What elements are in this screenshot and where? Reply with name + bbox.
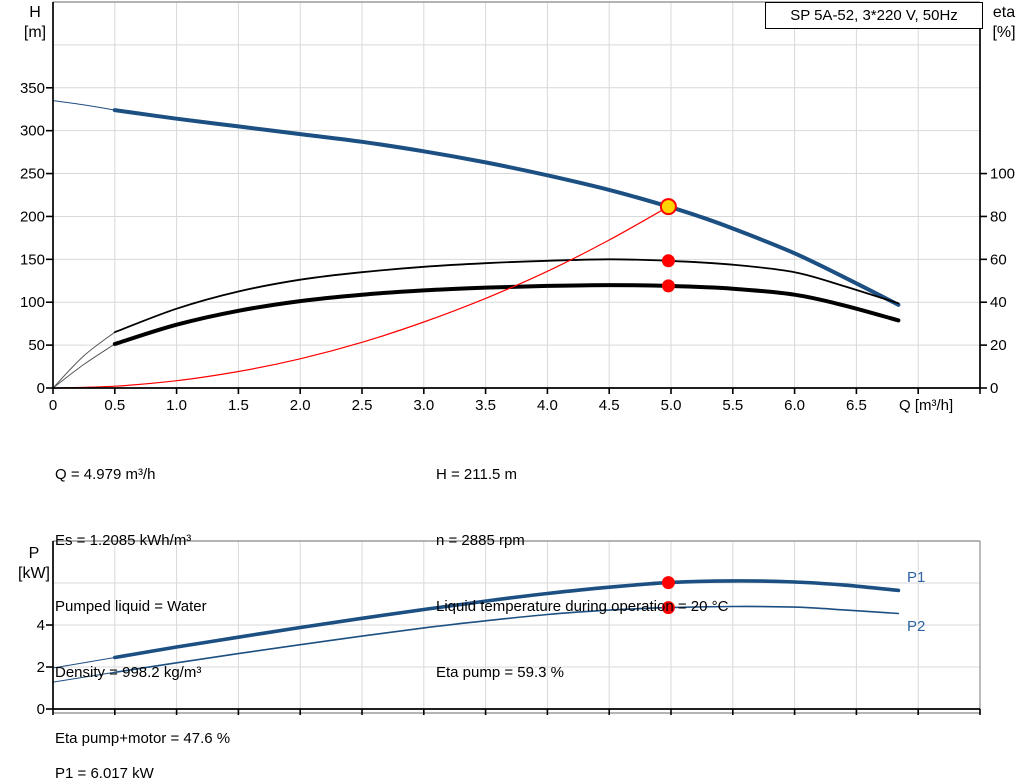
tick-label: 80 [990,208,1007,225]
series-eta pump [113,258,900,334]
stat-temperature: Liquid temperature during operation = 20… [436,598,729,615]
p-axis-title: P [kW] [18,545,50,582]
eta-pump-point-marker [661,254,675,268]
series-system curve [52,206,669,389]
duty-point-stats-left: Q = 4.979 m³/h Es = 1.2085 kWh/m³ Pumped… [55,420,230,781]
tick-label: 100 [20,294,45,311]
tick-label: 2 [37,659,45,676]
tick-label: 1.5 [228,397,249,414]
stat-q: Q = 4.979 m³/h [55,466,156,483]
h-axis-title: H [m] [23,4,47,41]
p2-point-marker [661,601,675,615]
series-thin-eta pump [52,331,116,389]
tick-label: 4.0 [537,397,558,414]
stat-h: H = 211.5 m [436,466,518,483]
tick-label: 60 [990,251,1007,268]
series-thin-P2 [52,671,115,683]
tick-label: 0 [37,701,45,718]
tick-label: 50 [28,337,45,354]
tick-label: 20 [990,337,1007,354]
stat-es: Es = 1.2085 kWh/m³ [55,532,192,549]
tick-label: 3.0 [413,397,434,414]
series-P2 [114,605,900,674]
eta-pump-motor-point-marker [661,279,675,293]
p1-curve-label: P1 [907,569,926,586]
tick-label: 250 [20,166,45,183]
tick-label: 0 [37,380,45,397]
tick-label: 0 [990,380,998,397]
stat-eta-pump: Eta pump = 59.3 % [436,664,564,681]
duty-point-marker [659,198,677,216]
series-thin-P1 [52,657,115,669]
tick-label: 5.0 [661,397,682,414]
tick-label: 200 [20,208,45,225]
tick-label: 6.0 [784,397,805,414]
p2-curve-label: P2 [907,618,926,635]
tick-label: 40 [990,294,1007,311]
tick-label: 6.5 [846,397,867,414]
stat-density: Density = 998.2 kg/m³ [55,664,202,681]
series-thin-H pump curve [52,100,115,111]
tick-label: 4.5 [599,397,620,414]
tick-label: 2.5 [352,397,373,414]
tick-label: 300 [20,123,45,140]
tick-label: 150 [20,251,45,268]
stat-p1: P1 = 6.017 kW [55,765,154,781]
q-axis-title: Q [m³/h] [899,397,954,414]
eta-axis-title: eta [%] [992,4,1016,41]
tick-label: 5.5 [722,397,743,414]
series-thin-eta pump+motor [52,343,116,389]
series-P1 [113,579,901,660]
tick-label: 100 [990,166,1015,183]
duty-point-stats-right: H = 211.5 m n = 2885 rpm Liquid temperat… [436,420,728,728]
series-eta pump+motor [112,283,901,346]
pump-title-box: SP 5A-52, 3*220 V, 50Hz [765,2,983,29]
series-H pump curve [112,108,901,307]
tick-label: 0.5 [104,397,125,414]
stat-liquid: Pumped liquid = Water [55,598,207,615]
power-stats: P1 = 6.017 kW P2 = 4.829 kW [55,719,154,781]
tick-label: 0 [49,397,57,414]
tick-label: 2.0 [290,397,311,414]
stat-n: n = 2885 rpm [436,532,525,549]
tick-label: 3.5 [475,397,496,414]
tick-label: 1.0 [166,397,187,414]
tick-label: 4 [37,617,45,634]
tick-label: 350 [20,80,45,97]
stat-eta-pump-motor: Eta pump+motor = 47.6 % [55,730,231,747]
p1-point-marker [661,576,675,590]
